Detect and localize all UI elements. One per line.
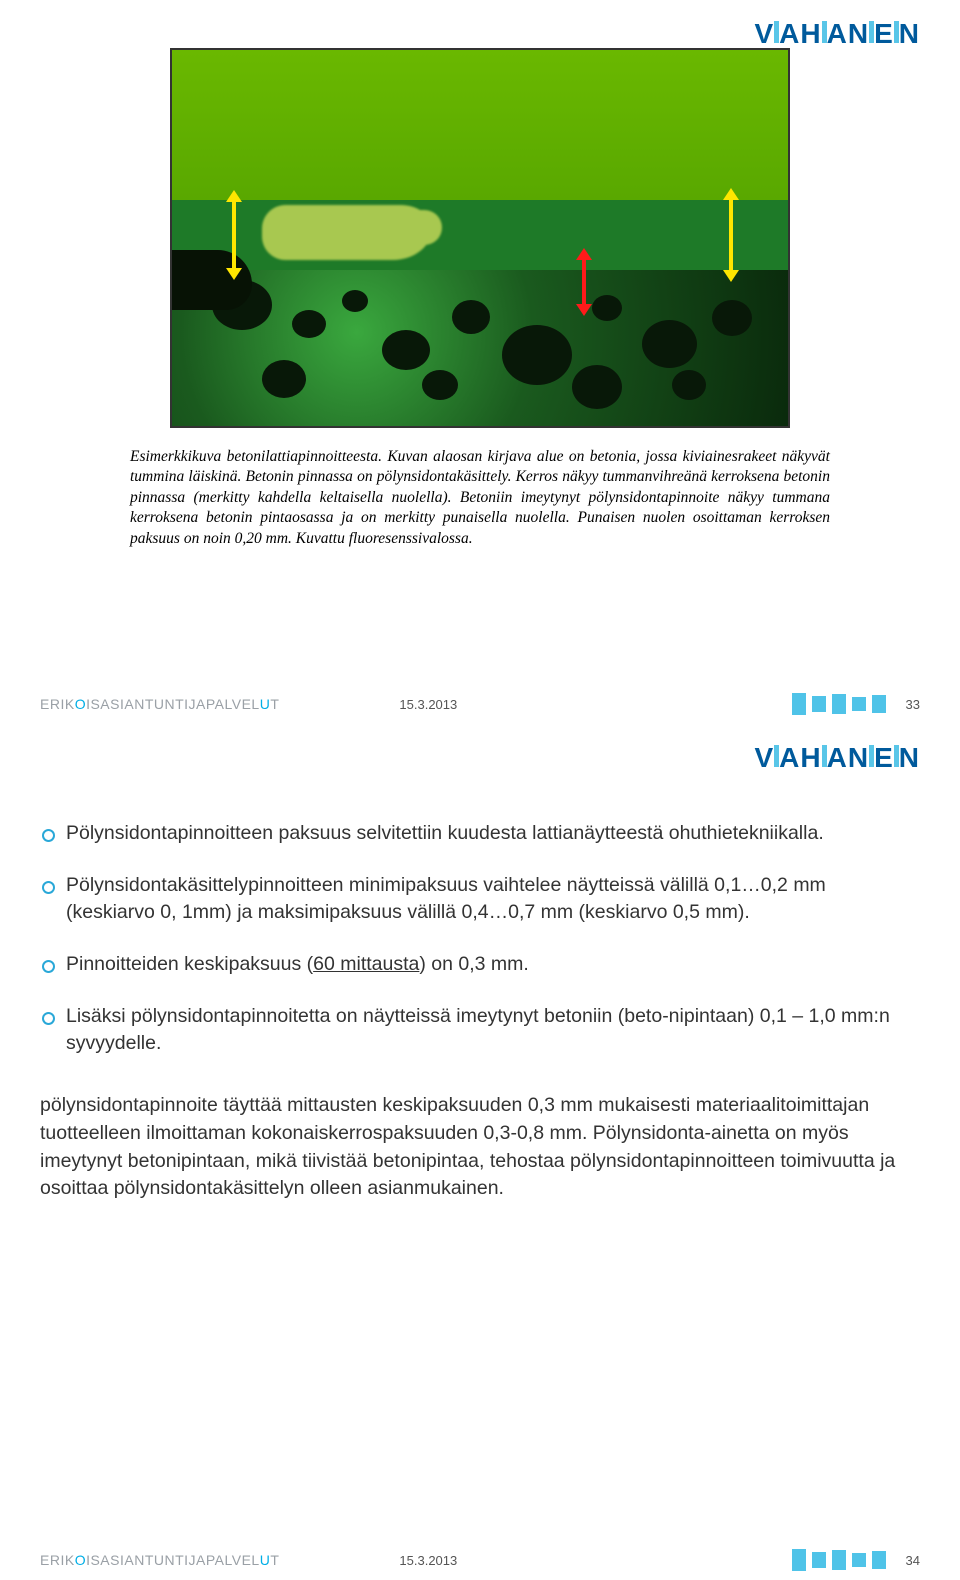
page-number: 33 bbox=[906, 697, 920, 712]
footer-date: 15.3.2013 bbox=[399, 697, 457, 712]
footer-text: T bbox=[270, 1552, 279, 1568]
yellow-arrow-right bbox=[729, 198, 733, 272]
footer-service-line: ERIKOISASIANTUNTIJAPALVELUT bbox=[40, 1552, 279, 1568]
bullet-text: Pinnoitteiden keskipaksuus ( bbox=[66, 953, 313, 975]
footer-service-line: ERIKOISASIANTUNTIJAPALVELUT bbox=[40, 696, 279, 712]
footer-accent: O bbox=[75, 696, 86, 712]
footer-accent: U bbox=[260, 696, 271, 712]
yellow-arrow-left bbox=[232, 200, 236, 270]
footer-text: ISASIANTUNTIJAPALVEL bbox=[86, 1552, 260, 1568]
footer-date: 15.3.2013 bbox=[399, 1553, 457, 1568]
brand-logo: VAHANEN bbox=[754, 742, 920, 774]
footer-text: ERIK bbox=[40, 696, 75, 712]
page-number: 34 bbox=[906, 1553, 920, 1568]
slide-2: VAHANEN Pölynsidontapinnoitteen paksuus … bbox=[0, 724, 960, 1580]
closing-paragraph: pölynsidontapinnoite täyttää mittausten … bbox=[40, 1092, 920, 1203]
red-arrow bbox=[582, 258, 586, 306]
bullet-underline: 60 mittausta bbox=[313, 953, 419, 975]
footer-squares: 33 bbox=[792, 693, 920, 715]
footer-accent: U bbox=[260, 1552, 271, 1568]
bullet-item: Pinnoitteiden keskipaksuus (60 mittausta… bbox=[40, 951, 920, 979]
footer-accent: O bbox=[75, 1552, 86, 1568]
footer-text: T bbox=[270, 696, 279, 712]
bullet-item: Pölynsidontakäsittelypinnoitteen minimip… bbox=[40, 872, 920, 927]
bullet-item: Pölynsidontapinnoitteen paksuus selvitet… bbox=[40, 820, 920, 848]
brand-logo: VAHANEN bbox=[754, 18, 920, 50]
fluorescence-figure bbox=[170, 48, 790, 428]
footer-text: ISASIANTUNTIJAPALVEL bbox=[86, 696, 260, 712]
slide-footer: ERIKOISASIANTUNTIJAPALVELUT 15.3.2013 34 bbox=[40, 1548, 920, 1572]
figure-container bbox=[40, 48, 920, 433]
bullet-text: ) on 0,3 mm. bbox=[419, 953, 528, 975]
slide-footer: ERIKOISASIANTUNTIJAPALVELUT 15.3.2013 33 bbox=[40, 692, 920, 716]
footer-text: ERIK bbox=[40, 1552, 75, 1568]
bullet-list: Pölynsidontapinnoitteen paksuus selvitet… bbox=[40, 820, 920, 1058]
slide-1: VAHANEN bbox=[0, 0, 960, 724]
footer-squares: 34 bbox=[792, 1549, 920, 1571]
figure-caption: Esimerkkikuva betonilattiapinnoitteesta.… bbox=[130, 447, 830, 549]
bullet-item: Lisäksi pölynsidontapinnoitetta on näytt… bbox=[40, 1003, 920, 1058]
